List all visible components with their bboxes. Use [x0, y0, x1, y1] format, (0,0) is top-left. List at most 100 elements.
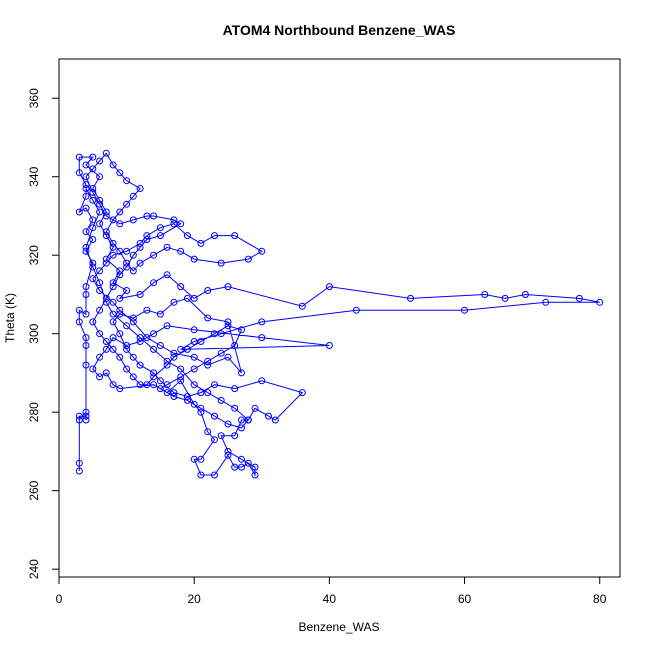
data-point	[217, 330, 225, 338]
data-point	[211, 471, 218, 479]
data-point	[177, 220, 185, 228]
data-point	[183, 345, 191, 353]
data-point	[197, 404, 205, 412]
data-point	[238, 463, 245, 471]
data-point	[75, 306, 83, 314]
data-point	[197, 338, 205, 345]
data-point	[156, 385, 164, 393]
y-axis-label: Theta (K)	[3, 293, 17, 343]
data-point	[258, 318, 266, 326]
data-point	[407, 294, 414, 302]
data-point	[75, 318, 83, 326]
data-point	[156, 232, 164, 240]
data-point	[109, 318, 117, 326]
data-point	[102, 338, 110, 345]
data-point	[224, 353, 232, 361]
data-point	[190, 365, 198, 373]
y-tick-label: 260	[27, 480, 41, 500]
data-point	[461, 306, 468, 314]
data-point	[224, 322, 232, 330]
data-point	[82, 361, 90, 369]
data-point	[150, 251, 158, 259]
data-point	[136, 239, 144, 247]
data-point	[238, 326, 245, 334]
data-point	[116, 247, 124, 255]
data-point	[204, 389, 212, 397]
data-point	[129, 314, 137, 322]
y-tick-label: 320	[27, 245, 41, 265]
data-point	[163, 389, 171, 397]
data-point	[89, 165, 97, 173]
data-point	[143, 212, 151, 220]
data-point	[177, 283, 185, 291]
data-point	[352, 306, 360, 314]
data-point	[96, 353, 104, 361]
data-point	[211, 381, 218, 389]
data-point	[102, 259, 110, 267]
data-point	[82, 334, 90, 342]
data-point	[102, 369, 110, 377]
data-point	[96, 267, 104, 275]
x-tick-label: 60	[458, 592, 472, 606]
data-point	[197, 239, 205, 247]
data-point	[123, 247, 131, 255]
data-point	[183, 294, 191, 302]
data-point	[136, 381, 144, 389]
data-point	[211, 232, 218, 240]
data-point	[89, 185, 97, 192]
data-point	[129, 353, 137, 361]
data-point	[271, 416, 279, 424]
data-point	[177, 247, 185, 255]
data-point	[109, 161, 117, 169]
data-point	[143, 232, 151, 240]
data-point	[109, 243, 117, 251]
y-tick-label: 300	[27, 323, 41, 343]
data-point	[116, 353, 124, 361]
x-tick-label: 20	[188, 592, 202, 606]
data-point	[258, 247, 266, 255]
data-point	[109, 298, 117, 306]
data-point	[163, 243, 171, 251]
data-point	[183, 393, 191, 400]
data-point	[136, 291, 144, 298]
data-point	[82, 342, 90, 349]
data-point	[244, 459, 252, 467]
data-point	[89, 224, 97, 232]
data-point	[102, 228, 110, 236]
data-point	[82, 173, 90, 181]
data-point	[244, 255, 252, 263]
data-point	[170, 220, 178, 228]
data-point	[217, 259, 225, 267]
data-point	[116, 208, 124, 216]
data-point	[82, 228, 90, 236]
data-point	[136, 338, 144, 345]
data-point	[109, 279, 117, 287]
data-point	[325, 283, 333, 291]
data-point	[197, 389, 205, 397]
data-point	[156, 224, 164, 232]
data-point	[102, 345, 110, 353]
data-point	[183, 396, 191, 404]
data-point	[89, 275, 97, 283]
data-point	[102, 212, 110, 220]
data-point	[298, 302, 306, 310]
data-point	[109, 283, 117, 291]
data-point	[129, 216, 137, 224]
data-point	[109, 381, 117, 389]
data-point	[75, 416, 83, 424]
data-point	[123, 177, 131, 185]
data-point	[251, 463, 259, 471]
data-point	[89, 259, 97, 267]
data-point	[163, 357, 171, 365]
data-point	[89, 153, 97, 161]
data-point	[170, 349, 178, 357]
data-point	[150, 279, 158, 287]
series-layer	[75, 149, 604, 479]
data-point	[211, 412, 218, 420]
data-point	[82, 192, 90, 200]
data-point	[123, 287, 131, 294]
data-point	[123, 365, 131, 373]
data-point	[217, 349, 225, 357]
data-point	[89, 236, 97, 243]
